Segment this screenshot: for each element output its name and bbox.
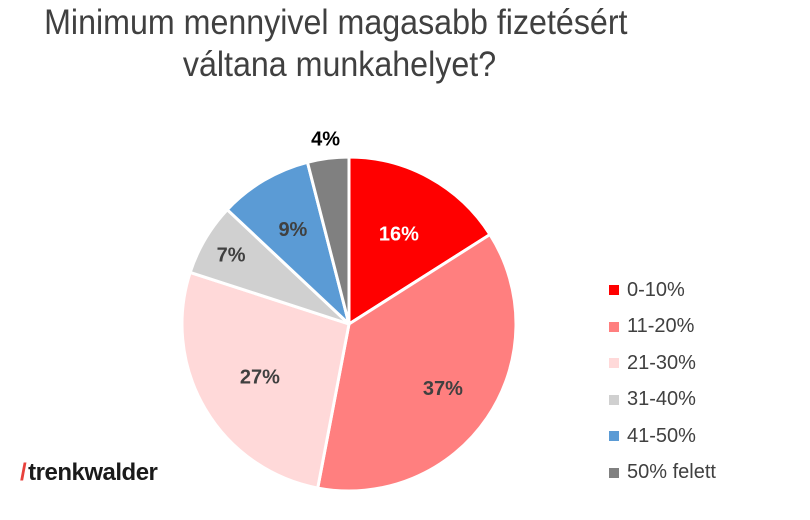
legend-swatch — [609, 321, 619, 332]
legend-swatch — [609, 394, 619, 405]
legend-swatch — [609, 467, 619, 478]
pie-data-label: 16% — [379, 223, 419, 245]
logo-slash-icon: / — [20, 459, 27, 486]
pie-data-label: 7% — [217, 244, 246, 266]
pie-slice — [180, 270, 351, 490]
pie-data-label: 9% — [278, 219, 307, 241]
legend-swatch — [609, 358, 619, 369]
legend-label: 31-40% — [627, 388, 696, 411]
pie-data-label: 37% — [423, 378, 463, 400]
legend-label: 0-10% — [627, 278, 685, 301]
legend-label: 50% felett — [627, 461, 716, 484]
legend-item: 21-30% — [609, 345, 716, 382]
legend-item: 0-10% — [609, 272, 716, 309]
pie-slice — [347, 155, 492, 326]
trenkwalder-logo: /trenkwalder — [20, 459, 158, 487]
chart-legend: 0-10% 11-20% 21-30% 31-40% 41-50% 50% fe… — [609, 272, 716, 491]
legend-item: 41-50% — [609, 418, 716, 455]
pie-data-label: 4% — [311, 128, 340, 150]
legend-item: 11-20% — [609, 309, 716, 346]
legend-label: 21-30% — [627, 351, 696, 374]
chart-title: Minimum mennyivel magasabb fizetésért vá… — [0, 2, 672, 86]
pie-slice — [316, 233, 518, 493]
chart-title-line1: Minimum mennyivel magasabb fizetésért — [44, 3, 628, 42]
legend-label: 41-50% — [627, 424, 696, 447]
pie-slice — [305, 155, 351, 326]
legend-label: 11-20% — [627, 315, 695, 338]
pie-data-label: 27% — [240, 367, 280, 389]
legend-swatch — [609, 431, 619, 442]
logo-text: trenkwalder — [28, 459, 158, 486]
legend-item: 31-40% — [609, 382, 716, 419]
legend-swatch — [609, 285, 619, 296]
legend-item: 50% felett — [609, 455, 716, 492]
pie-slice — [225, 160, 351, 326]
chart-title-line2: váltana munkahelyet? — [182, 45, 497, 84]
